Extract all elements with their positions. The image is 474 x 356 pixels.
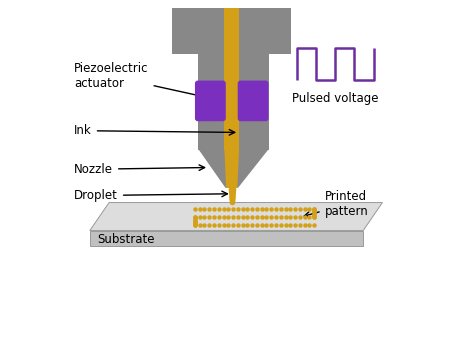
Polygon shape bbox=[90, 231, 363, 246]
FancyBboxPatch shape bbox=[172, 8, 292, 54]
Polygon shape bbox=[224, 149, 239, 188]
Text: Substrate: Substrate bbox=[97, 233, 155, 246]
Text: Ink: Ink bbox=[74, 124, 235, 137]
Polygon shape bbox=[199, 149, 269, 188]
FancyBboxPatch shape bbox=[224, 8, 239, 150]
FancyBboxPatch shape bbox=[199, 41, 269, 150]
Text: Droplet: Droplet bbox=[74, 189, 228, 202]
Text: Nozzle: Nozzle bbox=[74, 163, 205, 176]
Polygon shape bbox=[90, 203, 383, 231]
FancyBboxPatch shape bbox=[237, 80, 269, 121]
FancyBboxPatch shape bbox=[195, 80, 226, 121]
Text: Piezoelectric
actuator: Piezoelectric actuator bbox=[74, 62, 219, 101]
Text: Pulsed voltage: Pulsed voltage bbox=[292, 92, 378, 105]
Text: Printed
pattern: Printed pattern bbox=[304, 190, 368, 218]
